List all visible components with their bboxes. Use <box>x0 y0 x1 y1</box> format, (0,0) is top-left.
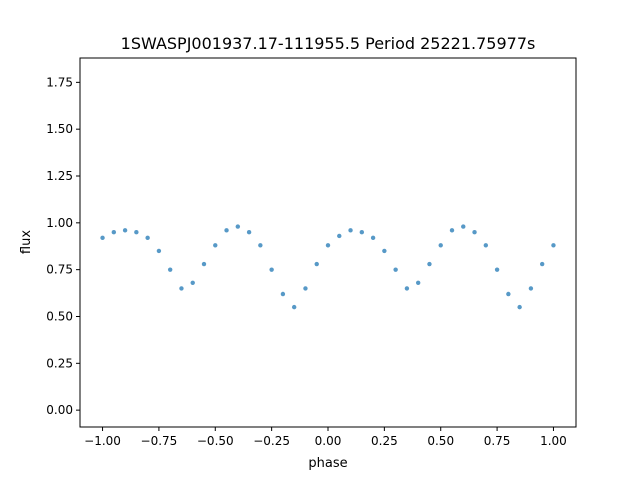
data-point <box>122 228 128 233</box>
data-point <box>325 243 331 248</box>
data-point <box>156 248 162 254</box>
x-tick-label: 0.00 <box>315 434 342 448</box>
data-point <box>145 235 150 241</box>
data-point <box>506 291 511 297</box>
y-tick-label: 0.00 <box>46 403 73 417</box>
data-point <box>449 228 455 233</box>
data-point <box>483 243 489 248</box>
data-point <box>224 228 229 233</box>
data-point <box>337 233 342 239</box>
data-point <box>359 229 365 235</box>
x-tick-label: −0.25 <box>253 434 290 448</box>
data-point <box>213 243 218 248</box>
data-point <box>404 286 410 291</box>
data-point <box>427 261 432 267</box>
x-tick-label: 0.50 <box>427 434 454 448</box>
data-point <box>551 243 556 248</box>
chart-title: 1SWASPJ001937.17-111955.5 Period 25221.7… <box>121 34 536 53</box>
data-point <box>382 248 387 254</box>
data-point <box>528 286 534 291</box>
data-point <box>246 229 252 235</box>
data-point <box>235 224 241 229</box>
data-point <box>539 261 545 267</box>
data-point <box>517 304 522 310</box>
x-tick-label: 0.75 <box>484 434 511 448</box>
y-tick-label: 1.75 <box>46 75 73 89</box>
data-point <box>472 229 477 235</box>
data-point <box>291 304 297 310</box>
data-point <box>167 267 173 272</box>
y-tick-label: 1.00 <box>46 216 73 230</box>
y-tick-label: 1.25 <box>46 169 73 183</box>
y-axis: 0.00 0.25 0.50 0.75 1.00 1.25 1.50 1.75 <box>46 75 80 417</box>
data-point <box>494 267 500 272</box>
data-point <box>461 224 466 229</box>
x-axis-label: phase <box>308 456 347 471</box>
data-point <box>201 261 207 267</box>
data-point <box>438 243 443 248</box>
data-point <box>179 286 184 291</box>
y-tick-label: 0.50 <box>46 309 73 323</box>
data-point <box>100 235 105 241</box>
data-point <box>134 229 139 235</box>
y-tick-label: 1.50 <box>46 122 73 136</box>
data-point <box>393 267 398 272</box>
data-point <box>303 286 308 291</box>
x-tick-label: −1.00 <box>84 434 121 448</box>
y-axis-label: flux <box>19 230 34 254</box>
x-tick-label: 0.25 <box>371 434 398 448</box>
data-point <box>111 229 117 235</box>
data-point <box>314 261 319 267</box>
data-points <box>100 224 556 310</box>
data-point <box>280 291 286 297</box>
x-tick-label: −0.50 <box>197 434 234 448</box>
plot-frame <box>79 57 577 428</box>
x-tick-label: −0.75 <box>141 434 178 448</box>
data-point <box>415 280 421 285</box>
data-point <box>258 243 263 248</box>
x-tick-label: 1.00 <box>540 434 567 448</box>
data-point <box>269 267 274 272</box>
y-tick-label: 0.25 <box>46 356 73 370</box>
data-point <box>370 235 376 241</box>
data-point <box>348 228 353 233</box>
data-point <box>190 280 195 285</box>
y-tick-label: 0.75 <box>46 263 73 277</box>
x-axis: −1.00 −0.75 −0.50 −0.25 0.00 0.25 0.50 0.75 1.00 <box>84 427 567 448</box>
